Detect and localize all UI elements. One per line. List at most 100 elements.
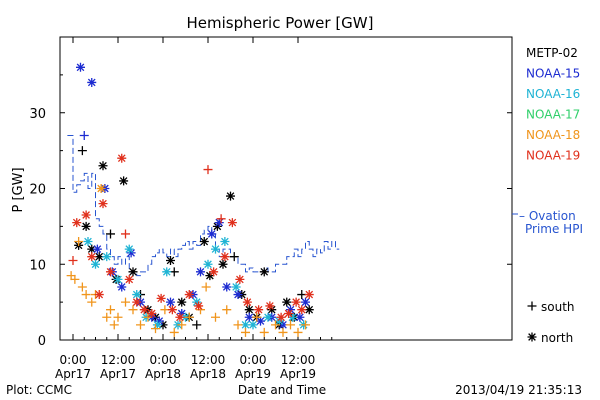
noaa-18-south-point	[106, 305, 115, 315]
metp-02-north-point	[304, 305, 314, 315]
metp-02-north-point	[259, 267, 269, 277]
metp-02-south-point	[192, 320, 202, 330]
noaa-19-series	[68, 153, 314, 322]
metp-02-north-point	[226, 191, 235, 201]
noaa-16-north-point	[132, 290, 142, 300]
noaa-19-north-point	[147, 308, 157, 318]
noaa-19-north-point	[242, 297, 252, 307]
noaa-15-north-point	[92, 244, 102, 254]
noaa-19-north-point	[284, 308, 294, 318]
noaa-16-north-point	[211, 244, 220, 254]
y-tick-label: 10	[29, 258, 46, 273]
noaa-15-north-point	[286, 305, 295, 315]
noaa-15-series	[76, 62, 310, 330]
noaa-18-south-point	[143, 312, 153, 322]
x-tick-time-label: 12:00	[101, 353, 136, 367]
noaa-18-south-point	[233, 320, 243, 330]
noaa-19-north-point	[304, 290, 314, 300]
noaa-15-north-point	[177, 308, 187, 318]
chart-title: Hemispheric Power [GW]	[187, 14, 374, 32]
legend-entry-noaa-15: NOAA-15	[526, 67, 580, 81]
noaa-15-south-point	[79, 130, 89, 140]
noaa-18-south-point	[87, 297, 97, 307]
noaa-16-series	[83, 237, 309, 330]
noaa-15-north-point	[233, 290, 243, 300]
metp-02-south-point	[77, 146, 87, 156]
noaa-18-south-point	[121, 297, 130, 307]
legend-south-label: south	[541, 300, 575, 314]
noaa-16-north-point	[203, 259, 213, 269]
noaa-15-north-point	[244, 312, 254, 322]
metp-02-north-point	[218, 259, 228, 269]
noaa-15-north-point	[87, 77, 97, 87]
noaa-19-north-point	[139, 305, 149, 315]
noaa-15-north-point	[154, 316, 164, 326]
noaa-19-north-point	[291, 297, 301, 307]
legend-south-marker	[527, 301, 537, 311]
metp-02-north-point	[128, 267, 138, 277]
noaa-16-north-point	[248, 320, 258, 330]
x-tick-date-label: Apr17	[55, 367, 91, 381]
x-tick-time-label: 0:00	[240, 353, 267, 367]
noaa-15-north-point	[117, 282, 127, 292]
y-axis-label: P [GW]	[11, 167, 26, 212]
noaa-19-south-point	[68, 255, 78, 265]
noaa-16-north-point	[192, 297, 202, 307]
noaa-18-south-point	[81, 290, 91, 300]
noaa-15-north-point	[126, 248, 136, 258]
noaa-19-south-point	[203, 165, 213, 175]
x-tick-time-label: 12:00	[191, 353, 226, 367]
plot-frame	[59, 36, 513, 341]
noaa-19-north-point	[254, 305, 264, 315]
metp-02-south-point	[229, 252, 239, 262]
noaa-16-north-point	[152, 320, 162, 330]
noaa-15-north-point	[76, 62, 85, 72]
noaa-18-series	[66, 184, 310, 337]
x-tick-date-label: Apr19	[235, 367, 271, 381]
noaa-18-south-point	[70, 274, 80, 284]
metp-02-north-point	[205, 271, 215, 281]
noaa-16-north-point	[263, 312, 273, 322]
y-tick-label: 30	[29, 107, 46, 122]
noaa-15-north-point	[295, 312, 305, 322]
noaa-19-north-point	[265, 301, 275, 311]
noaa-16-north-point	[91, 259, 100, 269]
noaa-18-south-point	[271, 320, 280, 330]
metp-02-north-point	[87, 244, 97, 254]
noaa-16-north-point	[274, 316, 284, 326]
metp-02-north-point	[98, 161, 108, 171]
legend-entry-noaa-18: NOAA-18	[526, 128, 580, 142]
noaa-15-north-point	[278, 320, 288, 330]
noaa-16-north-point	[113, 274, 123, 284]
legend-entry-noaa-19: NOAA-19	[526, 149, 580, 163]
plot-area: 01020300:00Apr1712:00Apr170:00Apr1812:00…	[29, 36, 513, 381]
noaa-18-south-point	[196, 305, 205, 315]
plot-content	[66, 62, 340, 337]
metp-02-south-point	[106, 229, 115, 239]
legend-ovation-line2: Prime HPI	[525, 222, 583, 236]
noaa-18-south-point	[184, 312, 194, 322]
metp-02-north-point	[244, 305, 254, 315]
legend: METP-02 NOAA-15 NOAA-16 NOAA-17 NOAA-18 NOAA-…	[512, 46, 583, 345]
footer-timestamp: 2013/04/19 21:35:13	[455, 383, 582, 397]
noaa-18-south-point	[293, 327, 303, 337]
x-tick-date-label: Apr17	[100, 367, 136, 381]
noaa-19-north-point	[175, 312, 185, 322]
noaa-19-north-point	[220, 252, 230, 262]
noaa-16-north-point	[231, 282, 241, 292]
noaa-18-north-point	[96, 184, 106, 193]
noaa-19-north-point	[132, 297, 142, 307]
metp-02-north-point	[212, 221, 222, 231]
noaa-19-north-point	[227, 218, 237, 228]
metp-02-north-point	[158, 320, 168, 330]
x-tick-time-label: 0:00	[60, 353, 87, 367]
noaa-18-south-point	[151, 324, 160, 334]
noaa-19-south-point	[216, 214, 226, 224]
noaa-19-north-point	[276, 312, 286, 322]
footer-plot-credit: Plot: CCMC	[6, 383, 72, 397]
ovation-hpi-line	[67, 134, 340, 277]
legend-ovation-line1: – Ovation	[519, 209, 576, 223]
noaa-18-south-point	[109, 320, 119, 330]
noaa-18-south-point	[77, 282, 87, 292]
